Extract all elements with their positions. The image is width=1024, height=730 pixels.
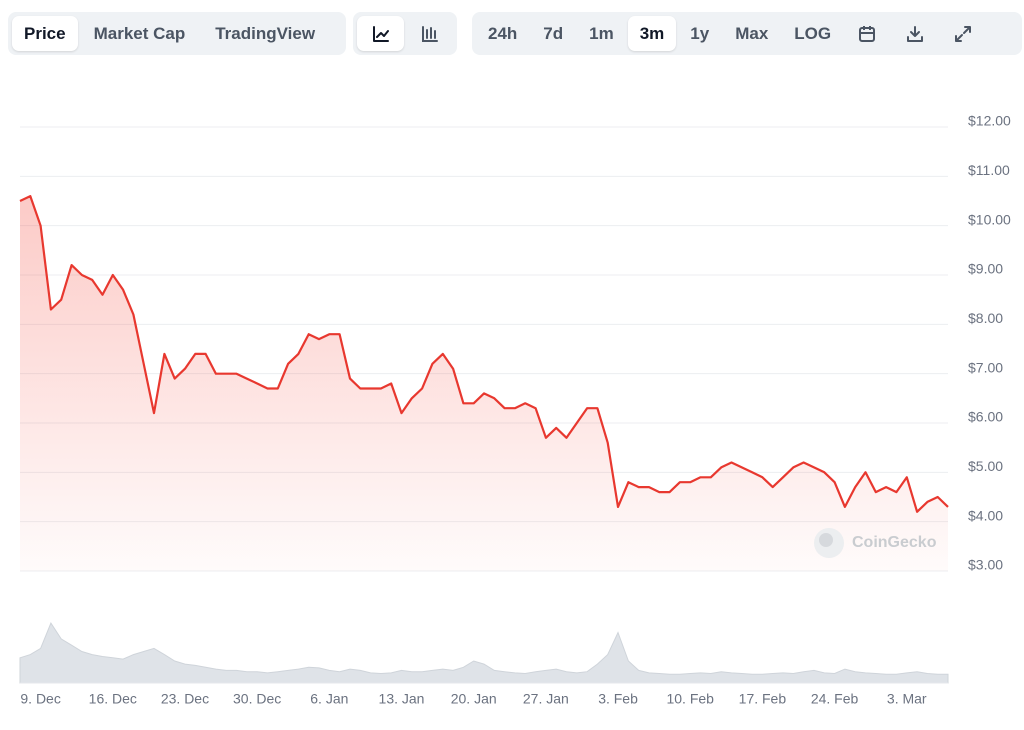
- volume-area: [19, 622, 949, 684]
- calendar-icon: [859, 25, 876, 42]
- chart: $3.00 $4.00 $5.00 $6.00 $7.00 $8.00 $9.00 $10.0…: [19, 113, 1011, 707]
- y-tick-label: $6.00: [968, 409, 1003, 425]
- fullscreen-button[interactable]: [939, 16, 987, 51]
- line-style-button[interactable]: [357, 16, 404, 51]
- range-button[interactable]: 3m: [627, 16, 677, 51]
- chart-style: [353, 12, 457, 55]
- range-button[interactable]: 24h: [488, 23, 518, 43]
- x-tick-label: 10. Feb: [666, 691, 714, 707]
- x-tick-label: 6. Jan: [310, 691, 348, 707]
- x-tick-label: 24. Feb: [811, 691, 859, 707]
- calendar-button[interactable]: [843, 16, 891, 51]
- candle-style-button[interactable]: [406, 16, 453, 51]
- x-tick-label: 27. Jan: [523, 691, 569, 707]
- watermark-text: CoinGecko: [852, 534, 937, 551]
- x-tick-label: 3. Feb: [598, 691, 638, 707]
- watermark: CoinGecko: [814, 528, 937, 558]
- line-icon: [372, 25, 389, 42]
- price-area: [20, 196, 948, 571]
- tab[interactable]: Price: [12, 16, 78, 51]
- x-tick-label: 3. Mar: [887, 691, 927, 707]
- y-tick-label: $3.00: [968, 557, 1003, 573]
- candle-icon: [421, 25, 438, 42]
- range-button[interactable]: Max: [735, 23, 769, 43]
- fullscreen-icon: [955, 25, 972, 42]
- view-tabs: Price Market Cap TradingView: [8, 12, 346, 55]
- y-tick-label: $7.00: [968, 359, 1003, 375]
- y-tick-label: $8.00: [968, 310, 1003, 326]
- x-tick-label: 9. Dec: [20, 691, 60, 707]
- download-button[interactable]: [891, 16, 939, 51]
- y-tick-label: $11.00: [968, 162, 1010, 178]
- y-tick-label: $9.00: [968, 261, 1003, 277]
- range-button[interactable]: 1y: [690, 23, 710, 43]
- y-tick-label: $5.00: [968, 458, 1003, 474]
- x-tick-label: 20. Jan: [451, 691, 497, 707]
- x-tick-label: 30. Dec: [233, 691, 281, 707]
- tab[interactable]: Market Cap: [93, 23, 186, 43]
- price-line: [19, 195, 949, 513]
- y-tick-label: $4.00: [968, 507, 1003, 523]
- x-tick-label: 17. Feb: [739, 691, 787, 707]
- tab[interactable]: TradingView: [215, 23, 316, 43]
- x-tick-label: 23. Dec: [161, 691, 209, 707]
- download-icon: [907, 25, 924, 42]
- x-tick-label: 13. Jan: [379, 691, 425, 707]
- y-tick-label: $12.00: [968, 113, 1011, 129]
- range-button[interactable]: LOG: [794, 23, 832, 43]
- x-tick-label: 16. Dec: [89, 691, 137, 707]
- range-bar: 24h 7d 1m 3m 1y Max LOG: [472, 12, 1022, 55]
- range-button[interactable]: 7d: [543, 23, 564, 43]
- range-button[interactable]: 1m: [589, 23, 614, 43]
- y-tick-label: $10.00: [968, 211, 1011, 227]
